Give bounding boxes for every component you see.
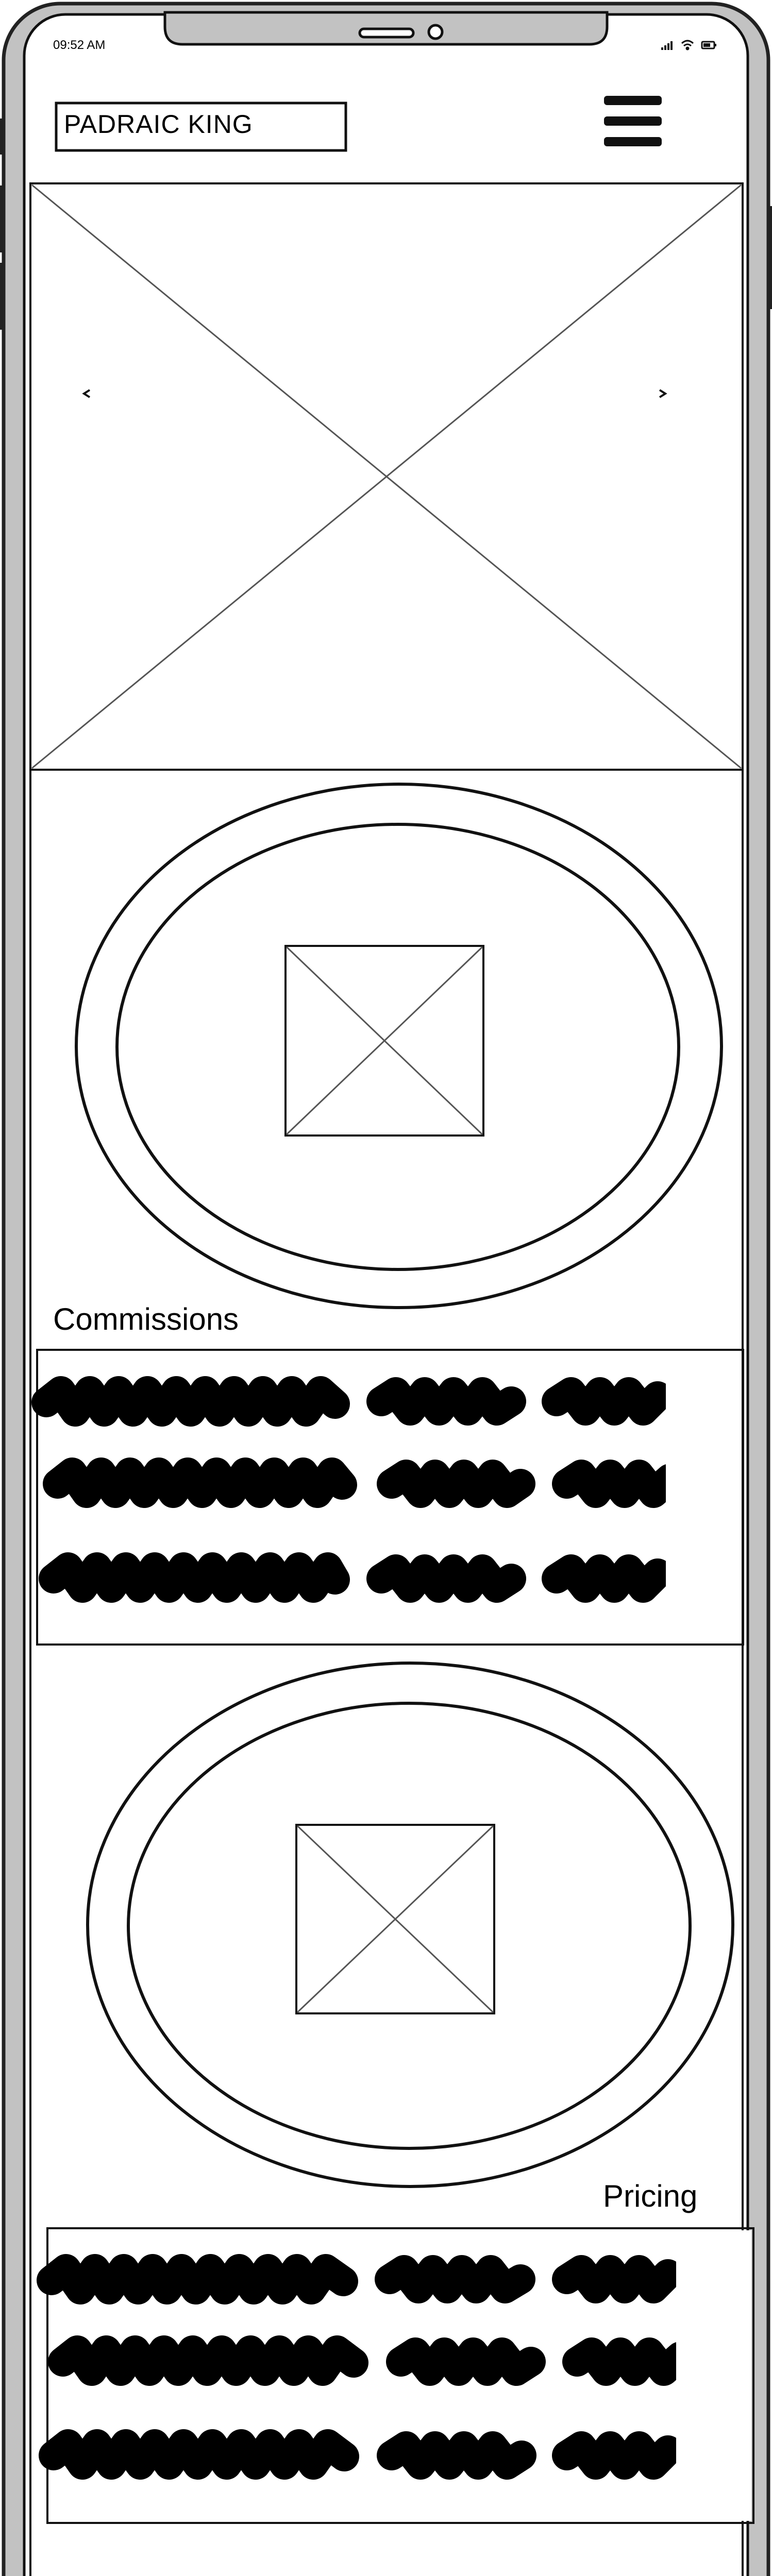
pricing-image [86, 1662, 734, 2188]
logo-box[interactable] [55, 101, 347, 152]
commissions-image [75, 783, 723, 1309]
pricing-heading: Pricing [603, 2179, 698, 2213]
speaker-icon [358, 27, 415, 39]
camera-icon [427, 24, 444, 40]
placeholder-text-clip [676, 2230, 751, 2521]
commissions-heading: Commissions [53, 1302, 239, 1336]
signal-icon [661, 41, 673, 50]
hero-carousel [29, 182, 744, 771]
side-button [0, 118, 5, 155]
pricing-text-box [46, 2227, 754, 2524]
brand-name[interactable]: PADRAIC KING [64, 110, 253, 139]
placeholder-text [31, 1376, 685, 1603]
placeholder-text [37, 2254, 695, 2480]
side-button [0, 263, 5, 330]
status-time: 09:52 AM [53, 38, 106, 52]
carousel-next-icon[interactable] [659, 389, 667, 398]
commissions-text-box [36, 1349, 744, 1646]
battery-icon [701, 41, 716, 49]
side-button [767, 206, 772, 309]
hamburger-menu-icon[interactable] [604, 96, 662, 146]
side-button [0, 185, 5, 252]
placeholder-text-clip [666, 1352, 741, 1642]
carousel-prev-icon[interactable] [82, 389, 91, 398]
wifi-icon [681, 40, 694, 50]
